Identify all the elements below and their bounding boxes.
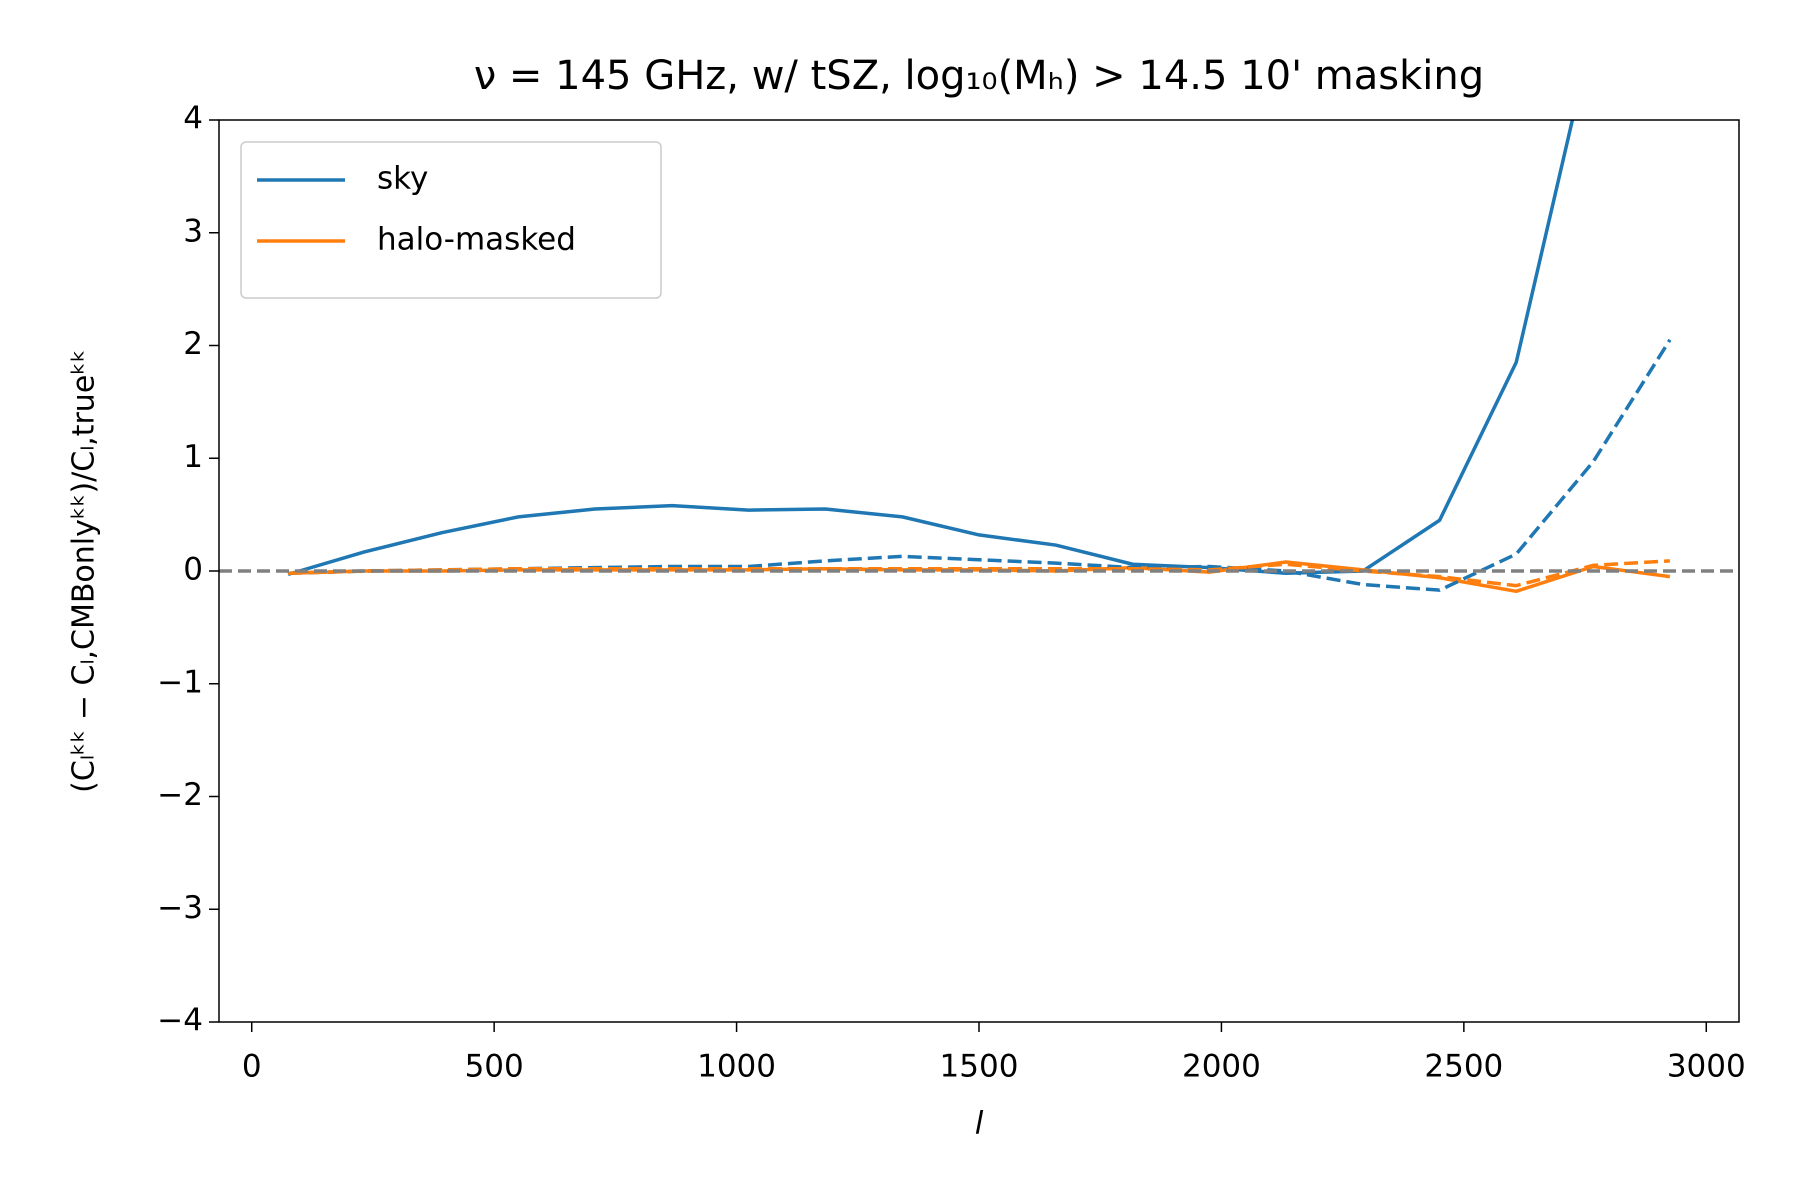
x-tick-label: 1500 bbox=[940, 1049, 1019, 1085]
y-tick-label: 3 bbox=[183, 213, 203, 249]
x-tick-label: 0 bbox=[242, 1049, 262, 1085]
y-tick-label: −3 bbox=[157, 890, 203, 926]
x-tick-label: 500 bbox=[465, 1049, 524, 1085]
legend-label: halo-masked bbox=[377, 222, 576, 258]
series-line bbox=[287, 120, 1575, 577]
y-tick-label: 0 bbox=[183, 552, 203, 588]
y-tick-label: 1 bbox=[183, 439, 203, 475]
y-axis-label: (Cₗᵏᵏ − Cₗ,CMBonlyᵏᵏ)/Cₗ,trueᵏᵏ bbox=[67, 349, 102, 793]
x-tick-label: 3000 bbox=[1667, 1049, 1746, 1085]
plot-area bbox=[219, 120, 1739, 594]
legend-box bbox=[240, 141, 662, 299]
chart-title: ν = 145 GHz, w/ tSZ, log₁₀(Mₕ) > 14.5 10… bbox=[474, 53, 1484, 99]
y-tick-label: −4 bbox=[157, 1003, 203, 1039]
x-axis-label: l bbox=[975, 1106, 984, 1142]
y-tick-label: −1 bbox=[157, 664, 203, 700]
x-tick-label: 2000 bbox=[1182, 1049, 1261, 1085]
x-tick-label: 2500 bbox=[1424, 1049, 1503, 1085]
y-tick-label: 4 bbox=[183, 101, 203, 137]
x-tick-label: 1000 bbox=[697, 1049, 776, 1085]
legend-label: sky bbox=[377, 161, 428, 197]
y-tick-label: −2 bbox=[157, 777, 203, 813]
series-line bbox=[288, 559, 1671, 588]
y-tick-label: 2 bbox=[183, 326, 203, 362]
plot-frame bbox=[218, 119, 1740, 1023]
